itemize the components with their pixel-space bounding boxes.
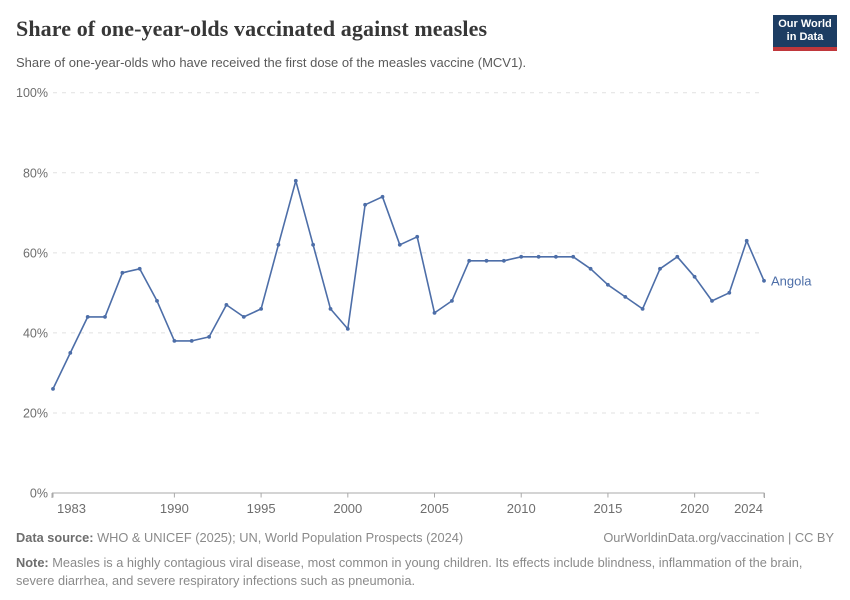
x-axis-label-1995: 1995 bbox=[247, 501, 276, 516]
data-point-2010[interactable] bbox=[519, 254, 524, 259]
data-point-2008[interactable] bbox=[484, 258, 489, 263]
owid-logo-line2: in Data bbox=[786, 31, 824, 43]
data-point-1999[interactable] bbox=[328, 307, 333, 311]
data-point-2011[interactable] bbox=[536, 254, 541, 259]
y-axis-label-100: 100% bbox=[16, 86, 48, 100]
data-point-1985[interactable] bbox=[85, 315, 90, 319]
data-point-1990[interactable] bbox=[172, 339, 177, 343]
data-point-1987[interactable] bbox=[120, 270, 125, 275]
data-point-2016[interactable] bbox=[623, 295, 628, 299]
x-axis-label-2010: 2010 bbox=[507, 501, 536, 516]
data-point-2022[interactable] bbox=[727, 290, 732, 295]
x-axis-label-1983: 1983 bbox=[57, 501, 86, 516]
data-point-1993[interactable] bbox=[224, 303, 229, 307]
data-point-2003[interactable] bbox=[397, 242, 402, 247]
owid-cc-link[interactable]: OurWorldinData.org/vaccination | CC BY bbox=[603, 530, 834, 545]
data-point-1992[interactable] bbox=[207, 335, 212, 339]
data-source-label: Data source: bbox=[16, 530, 94, 545]
data-point-1984[interactable] bbox=[68, 351, 73, 355]
data-point-1997[interactable] bbox=[293, 178, 298, 183]
y-axis-label-20: 20% bbox=[23, 406, 48, 420]
line-chart[interactable]: 0% 20% 40% 60% 80% 100% 1983 1990 1995 2000 2005 20… bbox=[0, 80, 850, 525]
x-axis-label-2020: 2020 bbox=[680, 501, 709, 516]
data-point-2006[interactable] bbox=[450, 299, 454, 303]
data-point-2014[interactable] bbox=[588, 266, 593, 271]
data-point-2005[interactable] bbox=[432, 311, 437, 315]
y-axis-label-0: 0% bbox=[30, 487, 48, 501]
owid-logo[interactable]: Our World in Data bbox=[773, 15, 837, 51]
data-point-2002[interactable] bbox=[380, 194, 385, 199]
chart-footer: Data source: WHO & UNICEF (2025); UN, Wo… bbox=[16, 529, 834, 589]
y-axis-label-80: 80% bbox=[23, 166, 48, 180]
data-point-2000[interactable] bbox=[345, 327, 350, 331]
data-point-2019[interactable] bbox=[675, 254, 680, 259]
data-point-2007[interactable] bbox=[467, 258, 472, 263]
data-point-1994[interactable] bbox=[241, 315, 246, 319]
data-point-1983[interactable] bbox=[51, 387, 55, 391]
y-axis-label-40: 40% bbox=[23, 326, 48, 340]
data-point-2024[interactable] bbox=[762, 278, 766, 283]
data-point-1998[interactable] bbox=[311, 242, 315, 247]
x-axis-label-1990: 1990 bbox=[160, 501, 189, 516]
data-point-1996[interactable] bbox=[276, 242, 281, 247]
data-source-text: Data source: WHO & UNICEF (2025); UN, Wo… bbox=[16, 530, 464, 545]
note-label: Note: bbox=[16, 555, 49, 571]
series-line[interactable] bbox=[52, 180, 765, 390]
data-point-2015[interactable] bbox=[606, 282, 610, 287]
data-point-1991[interactable] bbox=[189, 339, 194, 343]
line-series-angola[interactable]: Angola bbox=[51, 178, 812, 391]
x-axis-label-2015: 2015 bbox=[593, 501, 622, 516]
x-axis-label-2024: 2024 bbox=[734, 501, 763, 516]
chart-note: Note: Measles is a highly contagious vir… bbox=[16, 555, 803, 588]
x-axis-label-2000: 2000 bbox=[333, 501, 362, 516]
page-title: Share of one-year-olds vaccinated agains… bbox=[16, 16, 488, 41]
series-end-label[interactable]: Angola bbox=[771, 273, 812, 288]
data-point-2009[interactable] bbox=[502, 258, 506, 263]
y-axis-label-60: 60% bbox=[23, 246, 48, 260]
data-point-2023[interactable] bbox=[744, 238, 749, 243]
page-subtitle: Share of one-year-olds who have received… bbox=[16, 55, 527, 70]
data-point-2012[interactable] bbox=[554, 254, 558, 259]
data-point-2018[interactable] bbox=[658, 266, 662, 271]
owid-logo-line1: Our World bbox=[778, 17, 832, 30]
data-point-2021[interactable] bbox=[710, 299, 714, 303]
data-point-1988[interactable] bbox=[137, 266, 142, 271]
data-point-2013[interactable] bbox=[571, 254, 576, 259]
data-point-1995[interactable] bbox=[259, 307, 263, 311]
data-point-2020[interactable] bbox=[692, 274, 697, 279]
data-point-1989[interactable] bbox=[155, 299, 159, 303]
data-point-2017[interactable] bbox=[640, 307, 645, 311]
data-point-2001[interactable] bbox=[363, 202, 367, 207]
data-point-1986[interactable] bbox=[103, 315, 107, 319]
x-axis-label-2005: 2005 bbox=[420, 501, 449, 516]
data-point-2004[interactable] bbox=[415, 234, 420, 239]
